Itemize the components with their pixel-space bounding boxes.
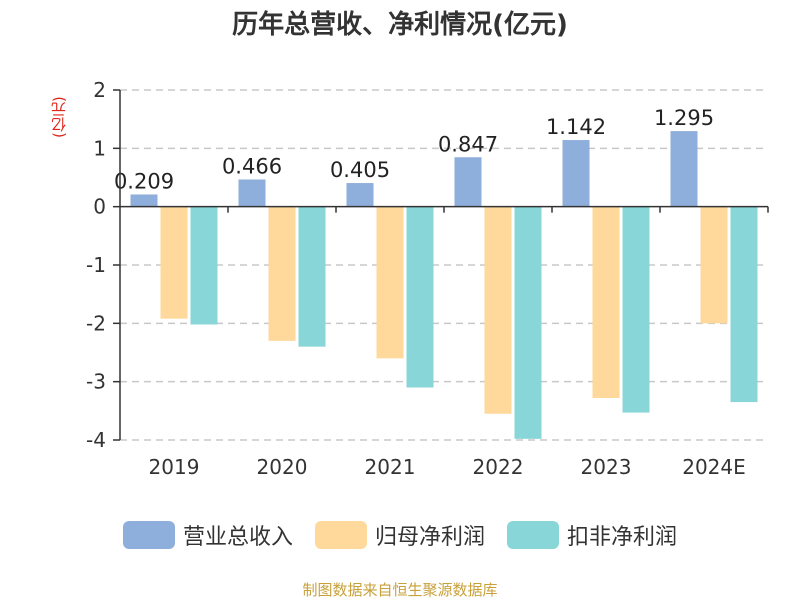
bar-deducted-net-profit	[514, 206, 542, 439]
bar-deducted-net-profit	[190, 206, 218, 325]
data-label: 0.466	[222, 154, 282, 178]
y-tick-label: -4	[86, 428, 106, 452]
y-tick-label: 1	[93, 136, 106, 160]
bar-deducted-net-profit	[298, 206, 326, 347]
bar-net-profit	[700, 206, 728, 324]
legend-label-deducted-net-profit: 扣非净利润	[567, 525, 678, 550]
bar-net-profit	[376, 206, 404, 359]
legend-swatch-revenue	[122, 521, 175, 549]
x-tick-label: 2024E	[682, 455, 746, 479]
y-tick-label: -1	[86, 253, 106, 277]
bar-net-profit	[160, 206, 188, 319]
legend-item-net-profit[interactable]: 归母净利润	[314, 519, 485, 551]
bar-deducted-net-profit	[730, 206, 758, 403]
bar-net-profit	[484, 206, 512, 414]
bar-net-profit	[592, 206, 620, 398]
bar-revenue	[346, 183, 374, 207]
data-label: 0.209	[114, 169, 174, 193]
data-label: 1.142	[546, 115, 606, 139]
bar-revenue	[454, 157, 482, 207]
legend-swatch-deducted-net-profit	[507, 521, 559, 549]
x-tick-label: 2019	[149, 455, 200, 479]
bar-deducted-net-profit	[622, 206, 650, 413]
x-tick-label: 2023	[581, 455, 632, 479]
bar-revenue	[562, 140, 590, 207]
bar-revenue	[238, 179, 266, 207]
legend: 营业总收入 归母净利润 扣非净利润	[0, 518, 800, 552]
chart-title: 历年总营收、净利情况(亿元)	[232, 10, 568, 40]
bar-revenue	[670, 131, 698, 207]
y-tick-label: -3	[86, 370, 106, 394]
data-source-note: 制图数据来自恒生聚源数据库	[302, 581, 498, 599]
data-label: 1.295	[654, 106, 714, 130]
data-label: 0.847	[438, 132, 498, 156]
bar-deducted-net-profit	[406, 206, 434, 388]
legend-label-revenue: 营业总收入	[182, 525, 293, 550]
data-label: 0.405	[330, 158, 390, 182]
x-tick-label: 2021	[365, 455, 416, 479]
bar-revenue	[130, 194, 158, 207]
x-tick-label: 2020	[257, 455, 308, 479]
legend-label-net-profit: 归母净利润	[374, 525, 485, 550]
y-tick-label: 2	[93, 78, 106, 102]
x-tick-label: 2022	[473, 455, 524, 479]
bar-net-profit	[268, 206, 296, 341]
legend-item-revenue[interactable]: 营业总收入	[122, 519, 293, 551]
legend-swatch-net-profit	[314, 521, 367, 549]
legend-item-deducted-net-profit[interactable]: 扣非净利润	[507, 519, 677, 551]
y-tick-label: -2	[86, 311, 106, 335]
y-tick-label: 0	[93, 195, 106, 219]
